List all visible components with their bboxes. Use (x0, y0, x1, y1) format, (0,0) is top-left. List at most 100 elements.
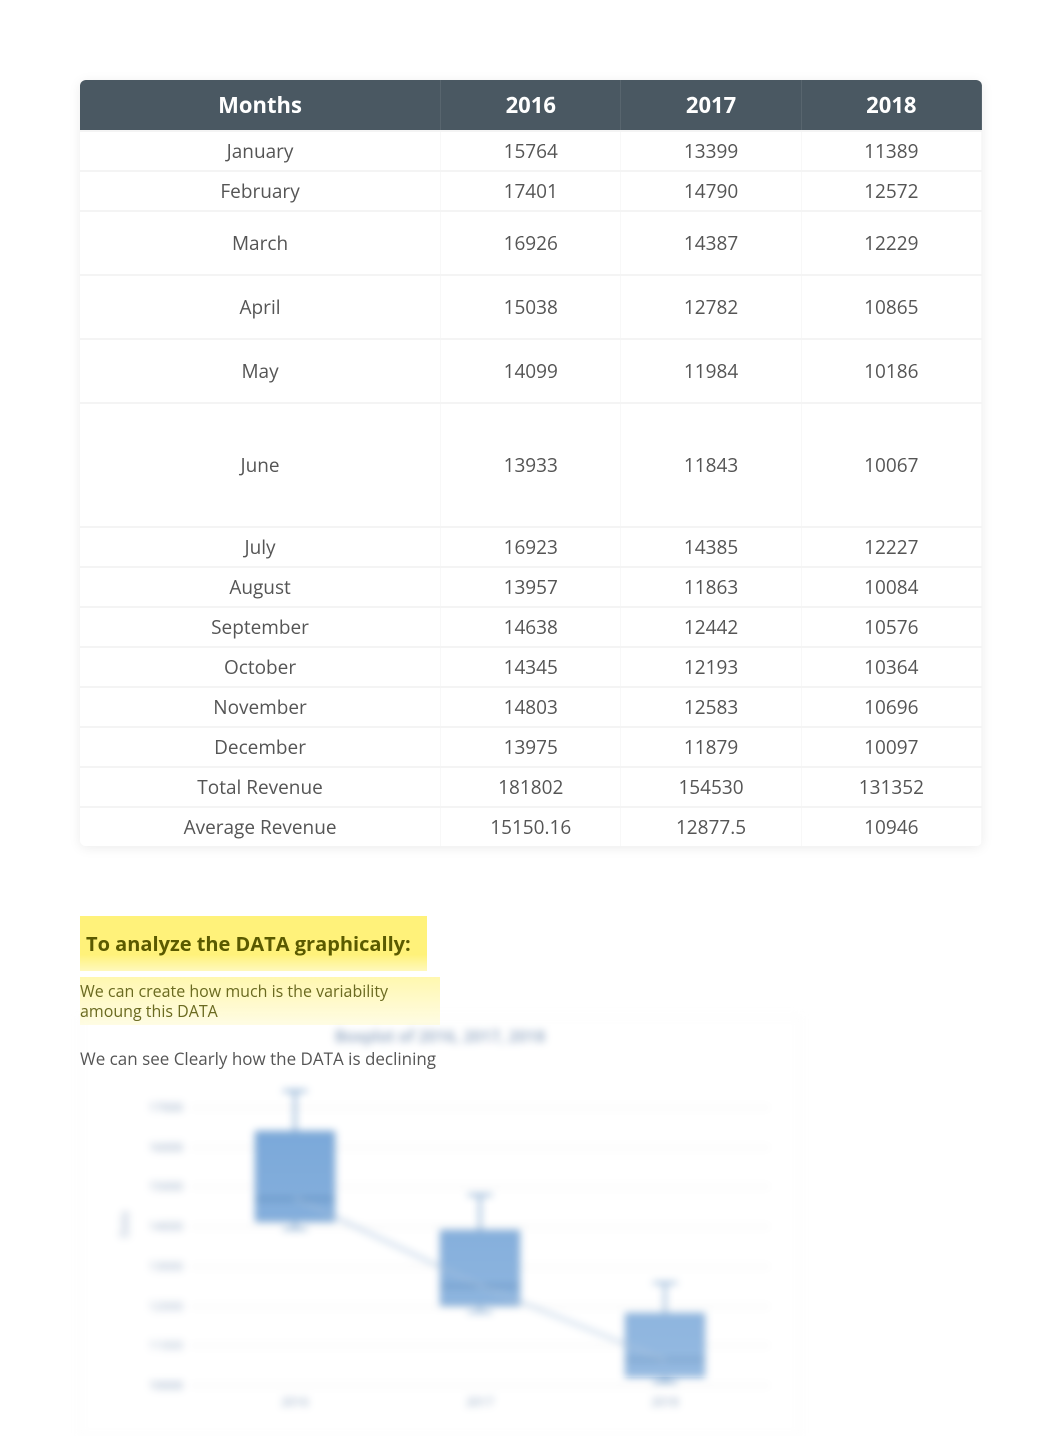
whisker-cap (653, 1282, 677, 1284)
grid-line (191, 1186, 769, 1187)
table-row: July169231438512227 (80, 527, 982, 567)
table-cell: 17401 (441, 171, 621, 211)
table-cell: 14099 (441, 339, 621, 403)
table-row: April150381278210865 (80, 275, 982, 339)
grid-line (191, 1266, 769, 1267)
table-cell: 12572 (801, 171, 981, 211)
analysis-sub2: We can see Clearly how the DATA is decli… (80, 1047, 982, 1070)
table-cell: 10946 (801, 807, 981, 846)
table-cell: 16923 (441, 527, 621, 567)
whisker-cap (283, 1090, 307, 1092)
table-cell: 10186 (801, 339, 981, 403)
table-cell: 12227 (801, 527, 981, 567)
table-cell: 10097 (801, 727, 981, 767)
table-row: November148031258310696 (80, 687, 982, 727)
table-cell: 154530 (621, 767, 801, 807)
table-cell: 10576 (801, 607, 981, 647)
table-cell: Total Revenue (80, 767, 441, 807)
table-cell: 12193 (621, 647, 801, 687)
table-cell: 15150.16 (441, 807, 621, 846)
whisker (479, 1195, 481, 1312)
y-tick-label: 10000 (149, 1377, 183, 1394)
analysis-heading: To analyze the DATA graphically: (80, 916, 427, 971)
revenue-table: Months 2016 2017 2018 January15764133991… (80, 80, 982, 846)
chart-title: Boxplot of 2016, 2017, 2018 (81, 1025, 799, 1047)
table-row: March169261438712229 (80, 211, 982, 275)
table-cell: 11389 (801, 131, 981, 171)
table-cell: 16926 (441, 211, 621, 275)
table-cell: Average Revenue (80, 807, 441, 846)
whisker (294, 1091, 296, 1229)
grid-line (191, 1306, 769, 1307)
median-line (256, 1198, 334, 1200)
whisker (664, 1283, 666, 1383)
table-cell: 10696 (801, 687, 981, 727)
table-row: January157641339911389 (80, 131, 982, 171)
table-cell: May (80, 339, 441, 403)
table-cell: August (80, 567, 441, 607)
table-cell: 15764 (441, 131, 621, 171)
y-tick-label: 12000 (149, 1297, 183, 1314)
y-tick-label: 17000 (149, 1098, 183, 1115)
col-2017: 2017 (621, 80, 801, 131)
table-cell: 13933 (441, 403, 621, 527)
grid-line (191, 1147, 769, 1148)
table-cell: 13957 (441, 567, 621, 607)
table-cell: November (80, 687, 441, 727)
whisker-cap (653, 1381, 677, 1383)
table-cell: March (80, 211, 441, 275)
table-cell: September (80, 607, 441, 647)
boxplot-chart: Boxplot of 2016, 2017, 2018 Data 1000011… (80, 1016, 800, 1436)
whisker-cap (468, 1194, 492, 1196)
table-cell: 12583 (621, 687, 801, 727)
analysis-sub1: We can create how much is the variabilit… (80, 977, 440, 1025)
table-cell: January (80, 131, 441, 171)
table-cell: 12229 (801, 211, 981, 275)
x-tick-label: 2016 (281, 1393, 308, 1410)
table-cell: July (80, 527, 441, 567)
table-cell: 14790 (621, 171, 801, 211)
y-tick-label: 15000 (149, 1178, 183, 1195)
whisker-cap (283, 1228, 307, 1230)
y-tick-label: 16000 (149, 1138, 183, 1155)
table-row: August139571186310084 (80, 567, 982, 607)
table-row: June139331184310067 (80, 403, 982, 527)
table-cell: 14385 (621, 527, 801, 567)
y-tick-label: 13000 (149, 1257, 183, 1274)
table-cell: 11863 (621, 567, 801, 607)
grid-line (191, 1385, 769, 1386)
plot-area: Data 10000110001200013000140001500016000… (191, 1067, 769, 1385)
table-cell: 14803 (441, 687, 621, 727)
median-line (441, 1285, 519, 1287)
table-cell: 13399 (621, 131, 801, 171)
table-cell: April (80, 275, 441, 339)
col-2018: 2018 (801, 80, 981, 131)
table-cell: 11984 (621, 339, 801, 403)
table-cell: 12877.5 (621, 807, 801, 846)
table-cell: 12782 (621, 275, 801, 339)
median-line (626, 1359, 704, 1361)
table-cell: 11843 (621, 403, 801, 527)
table-cell: October (80, 647, 441, 687)
y-tick-label: 11000 (149, 1337, 183, 1354)
table-cell: 14387 (621, 211, 801, 275)
table-cell: 11879 (621, 727, 801, 767)
table-row: Total Revenue181802154530131352 (80, 767, 982, 807)
box (440, 1230, 520, 1306)
col-months: Months (80, 80, 441, 131)
y-axis-title: Data (116, 1211, 133, 1237)
table-row: May140991198410186 (80, 339, 982, 403)
table-cell: 15038 (441, 275, 621, 339)
table-cell: 10084 (801, 567, 981, 607)
table-cell: 131352 (801, 767, 981, 807)
data-table: Months 2016 2017 2018 January15764133991… (80, 80, 982, 846)
grid-line (191, 1345, 769, 1346)
y-tick-label: 14000 (149, 1218, 183, 1235)
table-row: Average Revenue15150.1612877.510946 (80, 807, 982, 846)
box (255, 1131, 335, 1222)
table-cell: 181802 (441, 767, 621, 807)
table-row: September146381244210576 (80, 607, 982, 647)
table-cell: 10865 (801, 275, 981, 339)
table-cell: December (80, 727, 441, 767)
box (625, 1313, 705, 1377)
